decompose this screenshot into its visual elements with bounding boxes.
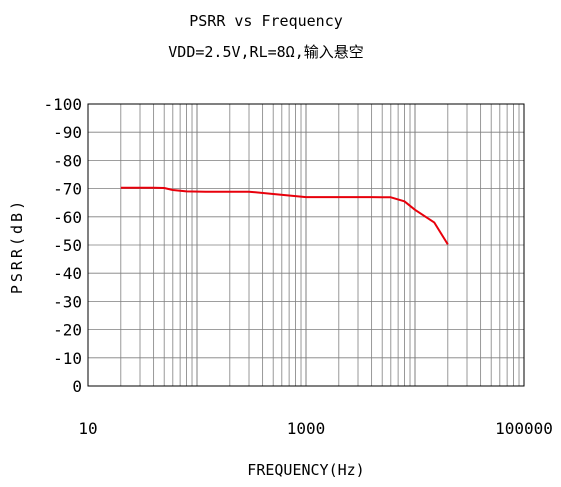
y-tick-label: -40	[53, 264, 82, 283]
y-tick-label: -70	[53, 180, 82, 199]
x-tick-label: 10	[78, 419, 97, 438]
x-axis-label: FREQUENCY(Hz)	[247, 461, 364, 479]
psrr-series-line	[120, 186, 449, 245]
plot-area	[87, 103, 525, 387]
y-tick-label: -30	[53, 292, 82, 311]
y-tick-label: -50	[53, 236, 82, 255]
grid-lines	[88, 104, 524, 386]
y-tick-label: -10	[53, 349, 82, 368]
y-tick-label: 0	[72, 377, 82, 396]
y-tick-label: -90	[53, 123, 82, 142]
chart-subtitle: VDD=2.5V,RL=8Ω,输入悬空	[168, 43, 363, 61]
y-tick-label: -80	[53, 151, 82, 170]
y-axis-label: PSRR(dB)	[8, 198, 26, 294]
x-tick-label: 100000	[495, 419, 553, 438]
chart-title: PSRR vs Frequency	[189, 12, 343, 30]
y-tick-label: -60	[53, 208, 82, 227]
y-tick-label: -100	[43, 95, 82, 114]
y-tick-label: -20	[53, 321, 82, 340]
x-tick-label: 1000	[287, 419, 326, 438]
